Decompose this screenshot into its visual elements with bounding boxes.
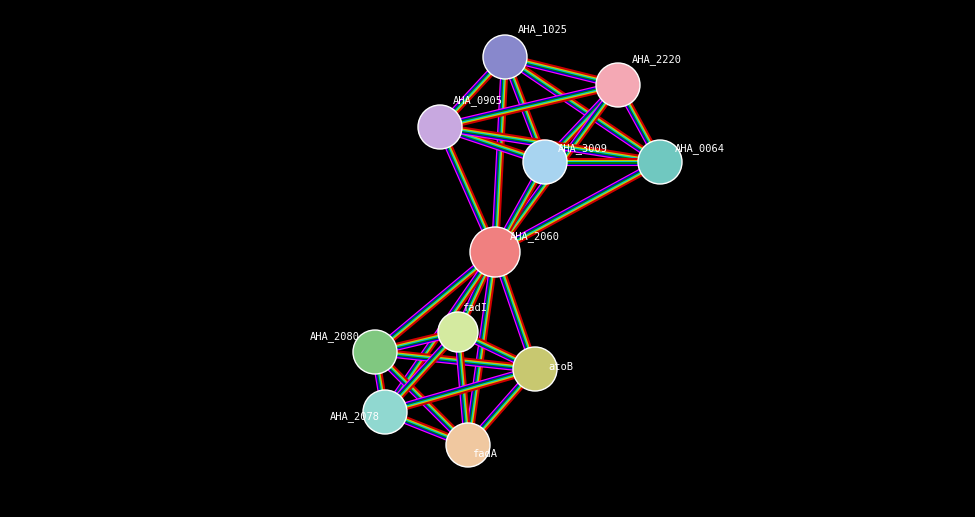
- Text: AHA_3009: AHA_3009: [558, 143, 608, 154]
- Circle shape: [596, 63, 640, 107]
- Text: AHA_2080: AHA_2080: [310, 331, 360, 342]
- Circle shape: [446, 423, 490, 467]
- Circle shape: [363, 390, 407, 434]
- Circle shape: [470, 227, 520, 277]
- Text: fadA: fadA: [472, 449, 497, 459]
- Text: AHA_2220: AHA_2220: [632, 54, 682, 65]
- Text: atoB: atoB: [548, 362, 573, 372]
- Circle shape: [638, 140, 682, 184]
- Circle shape: [513, 347, 557, 391]
- Circle shape: [353, 330, 397, 374]
- Text: fadI: fadI: [462, 303, 487, 313]
- Circle shape: [438, 312, 478, 352]
- Text: AHA_0905: AHA_0905: [453, 95, 503, 106]
- Circle shape: [483, 35, 527, 79]
- Text: AHA_1025: AHA_1025: [518, 24, 568, 35]
- Text: AHA_2078: AHA_2078: [330, 411, 380, 422]
- Text: AHA_2060: AHA_2060: [510, 231, 560, 242]
- Circle shape: [523, 140, 567, 184]
- Text: AHA_0064: AHA_0064: [675, 143, 725, 154]
- Circle shape: [418, 105, 462, 149]
